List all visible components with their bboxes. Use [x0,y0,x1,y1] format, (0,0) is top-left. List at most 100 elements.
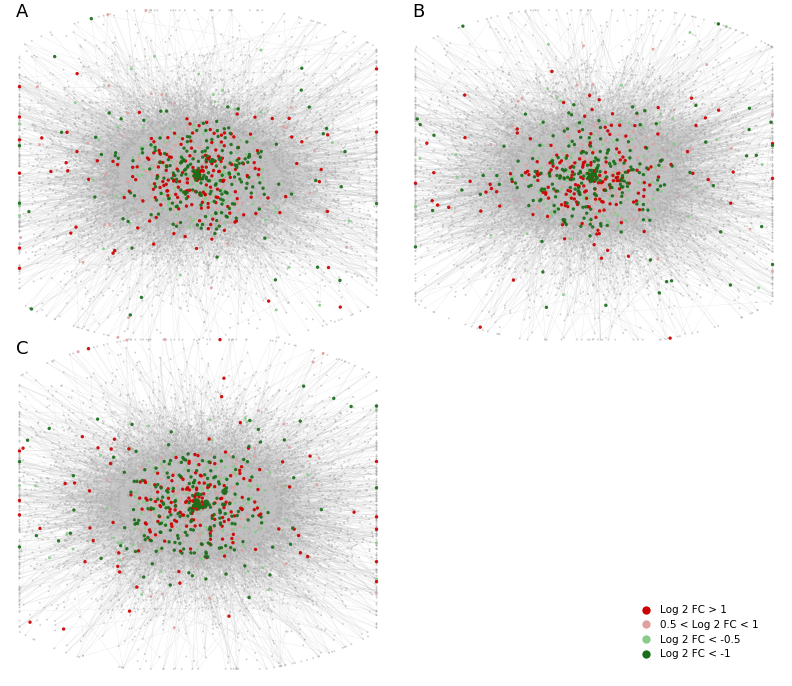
Point [338,215,351,226]
Point [13,466,26,477]
Point [637,106,649,117]
Point [647,193,660,204]
Point [766,101,779,112]
Point [250,459,263,470]
Point [479,250,492,261]
Point [244,543,257,554]
Point [166,156,178,167]
Point [112,538,125,549]
Point [230,575,243,586]
Point [338,518,351,529]
Point [565,233,577,244]
Point [105,239,118,250]
Point [226,334,238,345]
Point [284,450,297,461]
Point [766,102,779,113]
Point [144,225,157,236]
Point [143,585,156,596]
Point [695,207,708,218]
Point [479,178,492,189]
Point [475,156,488,167]
Point [446,216,459,227]
Point [531,222,544,233]
Point [274,170,287,181]
Point [178,447,191,458]
Point [40,473,53,484]
Point [272,503,285,514]
Point [290,143,303,154]
Point [57,456,70,467]
Point [715,194,728,205]
Point [494,167,507,178]
Point [219,486,232,497]
Point [215,484,227,495]
Point [119,189,131,200]
Point [370,154,383,165]
Point [97,221,110,232]
Point [531,104,544,115]
Point [470,188,482,199]
Point [172,209,185,220]
Point [573,145,585,156]
Point [588,230,600,241]
Point [124,61,137,72]
Point [362,37,375,48]
Point [631,163,644,174]
Point [227,508,239,519]
Point [501,91,513,102]
Point [305,217,318,228]
Point [185,143,198,154]
Point [165,392,177,403]
Point [129,40,142,51]
Point [86,443,99,454]
Point [653,201,666,212]
Point [261,159,273,170]
Point [204,525,217,536]
Point [280,166,292,177]
Point [605,321,618,332]
Point [96,495,109,506]
Point [109,442,121,453]
Point [524,166,537,177]
Point [200,552,213,563]
Point [166,569,178,580]
Point [103,108,116,119]
Point [566,136,579,147]
Point [370,578,383,589]
Point [238,442,251,453]
Point [101,104,114,115]
Point [620,113,633,123]
Point [535,139,547,150]
Point [274,445,287,456]
Point [138,224,150,235]
Point [151,504,164,514]
Point [266,549,279,560]
Point [287,486,299,497]
Point [173,95,185,106]
Point [459,176,471,187]
Point [106,422,119,433]
Point [470,148,482,159]
Point [496,189,508,200]
Point [571,228,584,239]
Point [84,192,97,203]
Point [58,425,70,436]
Point [139,493,152,504]
Point [297,479,310,490]
Point [163,123,176,134]
Point [257,167,269,178]
Point [457,154,470,165]
Point [588,185,601,196]
Point [641,117,653,128]
Point [318,402,331,413]
Point [224,176,237,187]
Point [175,369,188,380]
Point [722,183,734,194]
Point [619,103,632,114]
Point [696,92,709,103]
Point [156,412,169,423]
Point [243,222,256,233]
Point [588,172,601,183]
Point [687,235,700,246]
Point [668,300,680,311]
